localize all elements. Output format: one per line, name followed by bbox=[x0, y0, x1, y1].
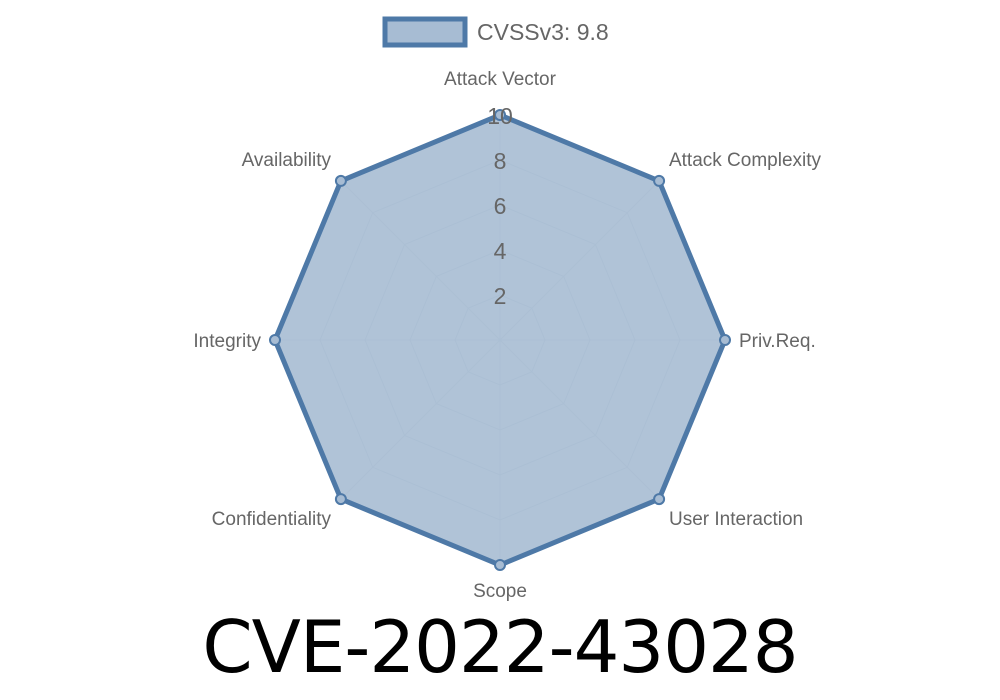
axis-label: Attack Complexity bbox=[669, 150, 822, 171]
data-point bbox=[334, 493, 347, 506]
data-point bbox=[494, 559, 506, 571]
axis-label: Priv.Req. bbox=[739, 331, 816, 352]
r-tick-label: 8 bbox=[494, 148, 507, 174]
data-point bbox=[494, 109, 506, 121]
r-tick-label: 10 bbox=[487, 103, 513, 129]
r-tick-label: 4 bbox=[494, 238, 507, 264]
r-tick-label: 2 bbox=[494, 283, 507, 309]
cve-title: CVE-2022-43028 bbox=[202, 605, 798, 689]
axis-label: Availability bbox=[242, 150, 332, 171]
data-point bbox=[334, 174, 347, 187]
r-tick-label: 6 bbox=[494, 193, 507, 219]
data-point bbox=[719, 334, 731, 346]
data-point bbox=[653, 493, 666, 506]
axis-label: User Interaction bbox=[669, 509, 803, 530]
legend-label: CVSSv3: 9.8 bbox=[477, 19, 609, 45]
data-point bbox=[269, 334, 281, 346]
axis-label: Scope bbox=[473, 581, 527, 602]
legend-swatch bbox=[382, 16, 468, 48]
axis-label: Confidentiality bbox=[212, 509, 332, 530]
data-point bbox=[653, 174, 666, 187]
axis-label: Integrity bbox=[193, 331, 261, 352]
axis-label: Attack Vector bbox=[444, 69, 557, 90]
